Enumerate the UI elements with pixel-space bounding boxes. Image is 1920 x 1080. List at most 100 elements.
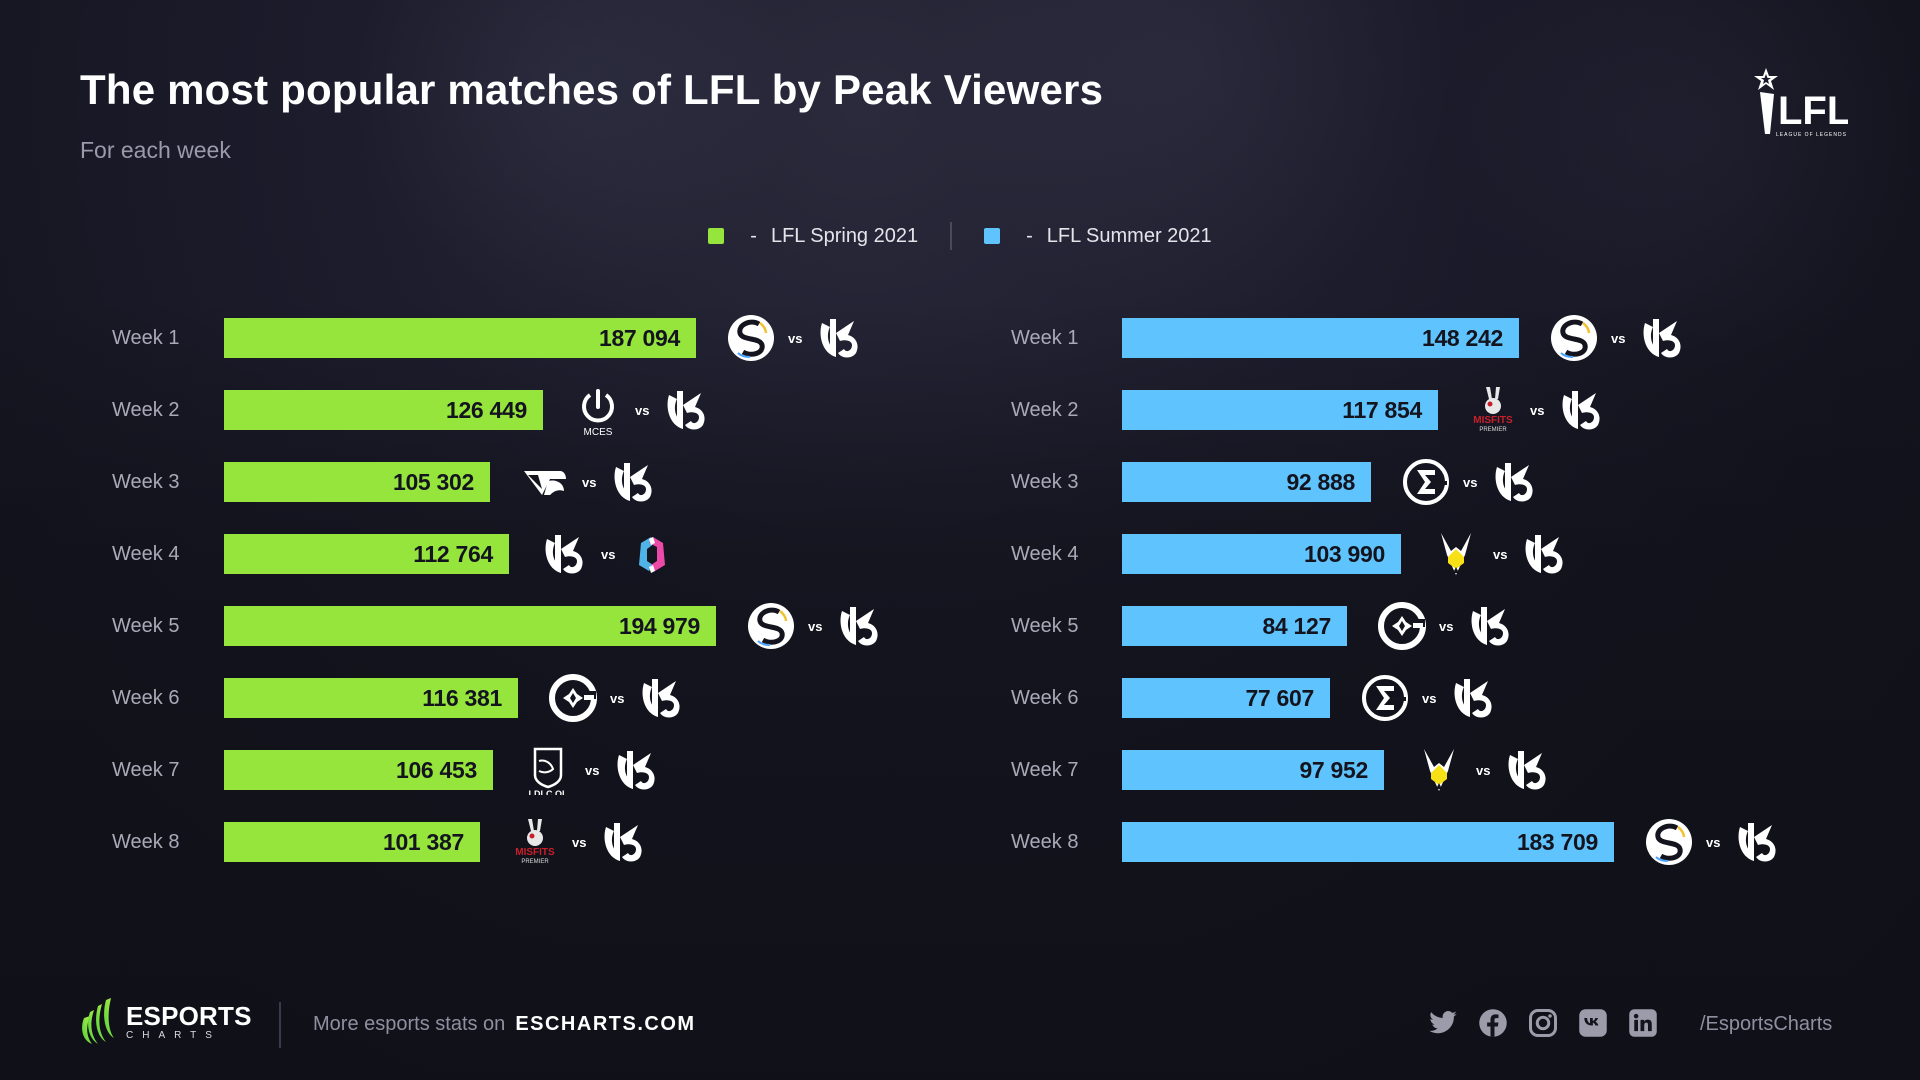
legend-divider (950, 222, 953, 250)
summer-bar: 103 990 (1122, 534, 1401, 574)
bar-value-label: 97 952 (1299, 756, 1368, 783)
team2-logo-karmine-corp (1562, 391, 1601, 430)
matchup: MCES vs (573, 382, 711, 438)
spring-bar: 106 453 (224, 750, 493, 790)
bar-value-label: 101 387 (382, 828, 464, 855)
team2-logo-karmine-corp (1495, 463, 1534, 502)
twitter-icon[interactable] (1428, 1008, 1458, 1038)
vs-label: vs (1439, 618, 1454, 634)
team2-logo-karmine-corp (1471, 607, 1510, 646)
svg-text:PREMIER: PREMIER (521, 859, 549, 865)
bar-value-label: 117 854 (1342, 396, 1422, 423)
legend-label-summer: LFL Summer 2021 (1046, 224, 1212, 247)
vk-icon[interactable] (1578, 1008, 1608, 1038)
week-label: Week 2 (112, 399, 180, 421)
bar-value-label: 194 979 (618, 612, 700, 639)
week-label: Week 2 (1011, 399, 1079, 421)
team2-logo-karmine-corp (604, 823, 643, 862)
svg-text:MISFITS: MISFITS (1473, 415, 1513, 426)
bar-value-label: 183 709 (1516, 828, 1598, 855)
svg-text:LEAGUE OF LEGENDS: LEAGUE OF LEGENDS (1776, 132, 1847, 138)
linkedin-icon[interactable] (1628, 1008, 1658, 1038)
svg-text:MCES: MCES (584, 427, 613, 435)
svg-text:PREMIER: PREMIER (1479, 427, 1507, 433)
facebook-icon[interactable] (1478, 1008, 1508, 1038)
esports-charts-logo[interactable]: ESPORTS CHARTS (78, 998, 252, 1046)
vs-label: vs (601, 546, 616, 562)
matchup: vs (1360, 670, 1498, 726)
escharts-link[interactable]: ESCHARTS.COM (515, 1013, 696, 1035)
team1-logo-team-sigma (1403, 459, 1449, 505)
week-label: Week 3 (1011, 471, 1079, 493)
team1-logo-karmine-corp (545, 535, 583, 574)
bar-value-label: 77 607 (1245, 684, 1314, 711)
team2-logo-karmine-corp (1643, 319, 1682, 358)
summer-bar: 183 709 (1122, 822, 1614, 862)
team2-logo-karmine-corp (614, 463, 653, 502)
esports-charts-brand: ESPORTS (126, 1000, 252, 1031)
legend: - LFL Spring 2021 - LFL Summer 2021 (0, 222, 1920, 250)
week-label: Week 1 (112, 327, 180, 349)
spring-bar: 101 387 (224, 822, 480, 862)
week-label: Week 8 (1011, 831, 1079, 853)
matchup: vs (1414, 742, 1552, 798)
team1-logo-solary (748, 603, 794, 649)
bar-value-label: 106 453 (395, 756, 477, 783)
team2-logo-bds-academy (639, 537, 666, 573)
matchup: MISFITS PREMIER vs (510, 814, 648, 870)
team1-logo-solary (1551, 315, 1597, 361)
vs-label: vs (1611, 330, 1626, 346)
team2-logo-karmine-corp (1738, 823, 1777, 862)
team1-logo-vitality-bee (1441, 533, 1471, 575)
matchup: vs (726, 310, 864, 366)
bar-value-label: 84 127 (1262, 612, 1331, 639)
vs-label: vs (635, 402, 650, 418)
team1-logo-gamers-origin (1378, 602, 1426, 650)
week-label: Week 6 (112, 687, 180, 709)
team1-logo-gamers-origin (549, 674, 597, 722)
summer-bar: 117 854 (1122, 390, 1438, 430)
legend-dash: - (750, 224, 757, 247)
team1-logo-ldlc-ol: LDLC OL (529, 747, 568, 795)
legend-item-spring: - LFL Spring 2021 (708, 225, 918, 248)
team1-logo-team-oplon (524, 471, 566, 495)
esports-charts-icon (82, 998, 114, 1044)
legend-label-spring: LFL Spring 2021 (770, 224, 919, 247)
bar-value-label: 126 449 (445, 396, 527, 423)
instagram-icon[interactable] (1528, 1008, 1558, 1038)
week-label: Week 5 (112, 615, 180, 637)
vs-label: vs (1463, 474, 1478, 490)
bar-value-label: 187 094 (598, 324, 680, 351)
matchup: vs (539, 526, 677, 582)
vs-label: vs (610, 690, 625, 706)
matchup: vs (746, 598, 884, 654)
spring-bar: 187 094 (224, 318, 696, 358)
svg-text:LFL: LFL (1778, 89, 1848, 133)
vs-label: vs (1422, 690, 1437, 706)
matchup: vs (1549, 310, 1687, 366)
team1-logo-mces: MCES (582, 389, 614, 435)
spring-bar: 116 381 (224, 678, 518, 718)
week-label: Week 6 (1011, 687, 1079, 709)
matchup: MISFITS PREMIER vs (1468, 382, 1606, 438)
week-label: Week 8 (112, 831, 180, 853)
week-label: Week 4 (112, 543, 180, 565)
team2-logo-karmine-corp (667, 391, 706, 430)
social-handle[interactable]: /EsportsCharts (1700, 1013, 1833, 1035)
vs-label: vs (585, 762, 600, 778)
legend-dash: - (1026, 224, 1033, 247)
week-label: Week 1 (1011, 327, 1079, 349)
team1-logo-solary (728, 315, 774, 361)
page-subtitle: For each week (80, 137, 231, 163)
summer-bar: 77 607 (1122, 678, 1330, 718)
team1-logo-solary (1646, 819, 1692, 865)
svg-text:MISFITS: MISFITS (515, 847, 555, 858)
summer-bar: 84 127 (1122, 606, 1347, 646)
vs-label: vs (788, 330, 803, 346)
more-stats-label: More esports stats on (313, 1013, 506, 1035)
legend-swatch-spring (708, 228, 725, 244)
spring-bar: 126 449 (224, 390, 543, 430)
matchup: vs (1401, 454, 1539, 510)
